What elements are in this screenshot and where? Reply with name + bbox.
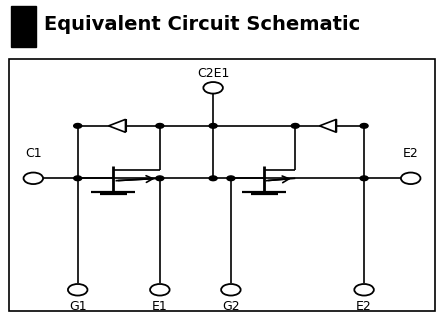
Text: E2: E2 bbox=[403, 147, 419, 160]
Circle shape bbox=[74, 176, 82, 181]
Circle shape bbox=[156, 176, 164, 181]
Circle shape bbox=[209, 124, 217, 128]
Circle shape bbox=[360, 124, 368, 128]
Text: Equivalent Circuit Schematic: Equivalent Circuit Schematic bbox=[44, 15, 361, 34]
Circle shape bbox=[360, 176, 368, 181]
Circle shape bbox=[209, 176, 217, 181]
Circle shape bbox=[291, 124, 299, 128]
Text: E1: E1 bbox=[152, 300, 168, 313]
Circle shape bbox=[74, 124, 82, 128]
Circle shape bbox=[156, 124, 164, 128]
Text: G2: G2 bbox=[222, 300, 240, 313]
Text: G1: G1 bbox=[69, 300, 87, 313]
Text: C2E1: C2E1 bbox=[197, 67, 229, 80]
Circle shape bbox=[227, 176, 235, 181]
Text: E2: E2 bbox=[356, 300, 372, 313]
Bar bbox=[11, 6, 36, 47]
Text: C1: C1 bbox=[25, 147, 42, 160]
